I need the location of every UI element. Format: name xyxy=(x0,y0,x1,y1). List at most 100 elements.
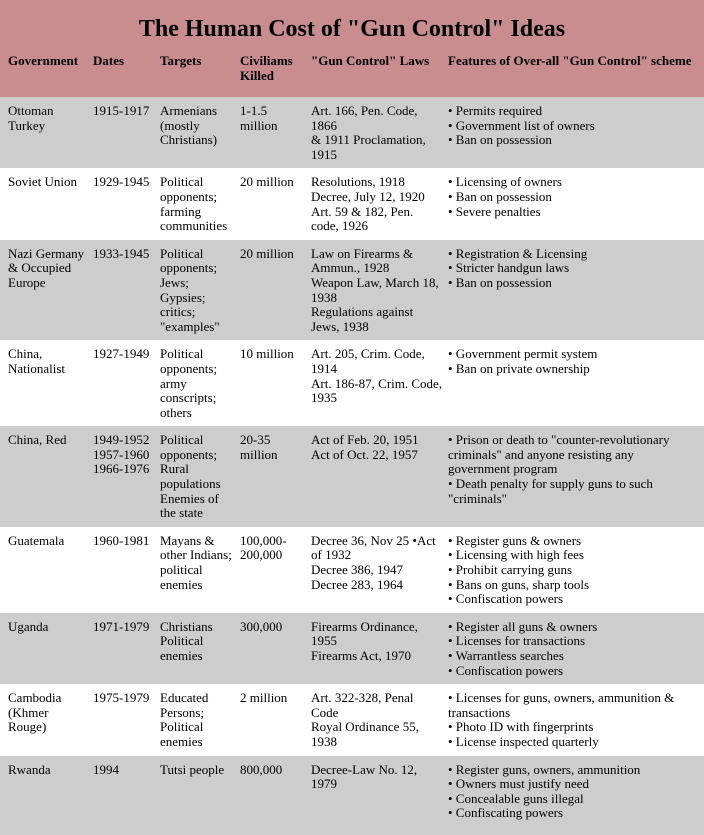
features-line: • Severe penalties xyxy=(448,203,541,219)
features-line: • Confiscating powers xyxy=(448,805,564,821)
laws-line: Firearms Act, 1970 xyxy=(311,648,412,663)
targets-line: Political opponents; army conscripts; ot… xyxy=(160,346,218,420)
civilians-killed-cell: 1-1.5 million xyxy=(240,97,311,168)
targets-cell: Political opponents; Rural populations E… xyxy=(160,426,240,527)
laws-cell: Act of Feb. 20, 1951 Act of Oct. 22, 1957 xyxy=(311,426,448,527)
laws-line: Act of Oct. 22, 1957 xyxy=(311,446,418,462)
col-header-dates: Dates xyxy=(93,49,160,97)
government-line: Ottoman Turkey xyxy=(8,103,54,133)
targets-cell: Political opponents; farming communities xyxy=(160,168,240,239)
features-cell: • Permits required • Government list of o… xyxy=(448,97,704,168)
laws-cell: Resolutions, 1918 Decree, July 12, 1920 Ar… xyxy=(311,168,448,239)
government-cell: China, Nationalist xyxy=(0,340,93,426)
laws-line: Royal Ordinance 55, 1938 xyxy=(311,719,419,749)
features-line: • Licensing of owners xyxy=(448,174,562,190)
table-row: China, Red 1949-1952 1957-1960 1966-1976 P… xyxy=(0,426,704,527)
dates-line: 1915-1917 xyxy=(93,103,150,118)
table-row: Cambodia (Khmer Rouge) 1975-1979 Educated … xyxy=(0,684,704,756)
features-line: • Ban on possession xyxy=(448,188,552,204)
civilians-killed-line: 100,000-200,000 xyxy=(240,532,287,563)
dates-cell: 1994 xyxy=(93,756,160,827)
laws-cell: Decree 36, Nov 25 •Act of 1932 Decree 386… xyxy=(311,527,448,613)
laws-line: Resolutions, 1918 xyxy=(311,174,405,190)
government-cell: Guatemala xyxy=(0,527,93,613)
table-row: Soviet Union 1929-1945 Political opponents… xyxy=(0,168,704,240)
laws-line: Art. 186-87, Crim. Code, 1935 xyxy=(311,375,443,406)
table-row: China, Nationalist 1927-1949 Political opp… xyxy=(0,340,704,427)
civilians-killed-line: 20 million xyxy=(240,245,294,261)
government-cell: Rwanda xyxy=(0,756,93,827)
features-line: • Bans on guns, sharp tools xyxy=(448,576,590,592)
features-line: • Registration & Licensing xyxy=(448,245,588,261)
laws-cell: Firearms Ordinance, 1955 Firearms Act, 19… xyxy=(311,613,448,684)
dates-cell: 1927-1949 xyxy=(93,340,160,426)
dates-cell: 1960-1981 xyxy=(93,527,160,613)
government-cell: Soviet Union xyxy=(0,168,93,239)
dates-cell: 1975-1979 xyxy=(93,684,160,755)
civilians-killed-cell: 20 million xyxy=(240,168,311,239)
targets-line: Mayans & other Indians; political enemie… xyxy=(160,532,232,592)
features-line: • Prison or death to "counter-revolution… xyxy=(448,432,670,477)
features-line: • Ban on possession xyxy=(448,132,552,148)
targets-line: Political opponents; Jews; Gypsies; crit… xyxy=(160,245,220,334)
civilians-killed-cell: 10 million xyxy=(240,340,311,426)
government-line: Rwanda xyxy=(8,761,51,777)
dates-line: 1994 xyxy=(93,761,119,777)
features-cell: • Government permit system • Ban on priva… xyxy=(448,340,704,426)
col-header-features: Features of Over-all "Gun Control" schem… xyxy=(448,49,704,97)
targets-line: Political opponents; farming communities xyxy=(160,174,228,234)
features-line: • Owners must justify need xyxy=(448,776,590,792)
laws-line: Art. 59 & 182, Pen. code, 1926 xyxy=(311,203,414,234)
laws-line: Act of Feb. 20, 1951 xyxy=(311,432,419,448)
features-line: • Government permit system xyxy=(448,346,598,362)
government-cell: Cambodia (Khmer Rouge) xyxy=(0,684,93,755)
laws-line: Art. 205, Crim. Code, 1914 xyxy=(311,346,425,376)
features-line: • Photo ID with fingerprints xyxy=(448,719,594,735)
laws-line: Regulations against Jews, 1938 xyxy=(311,304,414,334)
targets-line: Educated Persons; Political enemies xyxy=(160,690,209,749)
dates-line: 1975-1979 xyxy=(93,690,150,706)
laws-line: Decree-Law No. 12, 1979 xyxy=(311,761,418,792)
civilians-killed-line: 800,000 xyxy=(240,761,283,777)
targets-cell: Political opponents; army conscripts; ot… xyxy=(160,340,240,426)
features-line: • Death penalty for supply guns to such … xyxy=(448,476,653,506)
table-header: Government Dates Targets Civiliams Kille… xyxy=(0,49,704,97)
table-row: Guatemala 1960-1981 Mayans & other Indians… xyxy=(0,526,704,613)
col-header-civilians-killed: Civiliams Killed xyxy=(240,49,311,97)
civilians-killed-line: 20-35 million xyxy=(240,432,278,462)
government-line: Cambodia (Khmer Rouge) xyxy=(8,690,62,735)
targets-line: Christians Political enemies xyxy=(160,618,213,663)
civilians-killed-line: 2 million xyxy=(240,690,288,706)
gun-control-table: Government Dates Targets Civiliams Kille… xyxy=(0,49,704,827)
table-row: Nazi Germany & Occupied Europe 1933-1945 P… xyxy=(0,239,704,341)
dates-line: 1927-1949 xyxy=(93,346,150,362)
features-cell: • Licenses for guns, owners, ammunition … xyxy=(448,684,704,755)
laws-line: Firearms Ordinance, 1955 xyxy=(311,618,418,649)
civilians-killed-cell: 300,000 xyxy=(240,613,311,684)
features-line: • Government list of owners xyxy=(448,117,595,133)
laws-line: Decree 283, 1964 xyxy=(311,576,404,592)
features-line: • Confiscation powers xyxy=(448,662,564,678)
header-row: Government Dates Targets Civiliams Kille… xyxy=(0,49,704,97)
features-line: • Register guns & owners xyxy=(448,532,582,548)
targets-line: Tutsi people xyxy=(160,761,225,777)
features-line: • Ban on private ownership xyxy=(448,360,590,376)
dates-line: 1949-1952 1957-1960 1966-1976 xyxy=(93,432,150,477)
features-cell: • Registration & Licensing • Stricter han… xyxy=(448,240,704,341)
dates-line: 1971-1979 xyxy=(93,618,150,634)
laws-line: Art. 166, Pen. Code, 1866 xyxy=(311,103,418,133)
civilians-killed-line: 10 million xyxy=(240,346,294,362)
col-header-gun-control-laws: "Gun Control" Laws xyxy=(311,49,448,97)
civilians-killed-line: 20 million xyxy=(240,174,294,190)
page-title: The Human Cost of "Gun Control" Ideas xyxy=(138,16,566,42)
targets-cell: Mayans & other Indians; political enemie… xyxy=(160,527,240,613)
government-line: Uganda xyxy=(8,618,49,634)
targets-cell: Tutsi people xyxy=(160,756,240,827)
government-cell: Ottoman Turkey xyxy=(0,97,93,168)
laws-cell: Art. 322-328, Penal Code Royal Ordinance … xyxy=(311,684,448,755)
features-cell: • Register guns, owners, ammunition • Own… xyxy=(448,756,704,827)
targets-cell: Christians Political enemies xyxy=(160,613,240,684)
dates-line: 1933-1945 xyxy=(93,245,150,261)
laws-line: Decree, July 12, 1920 xyxy=(311,188,425,204)
